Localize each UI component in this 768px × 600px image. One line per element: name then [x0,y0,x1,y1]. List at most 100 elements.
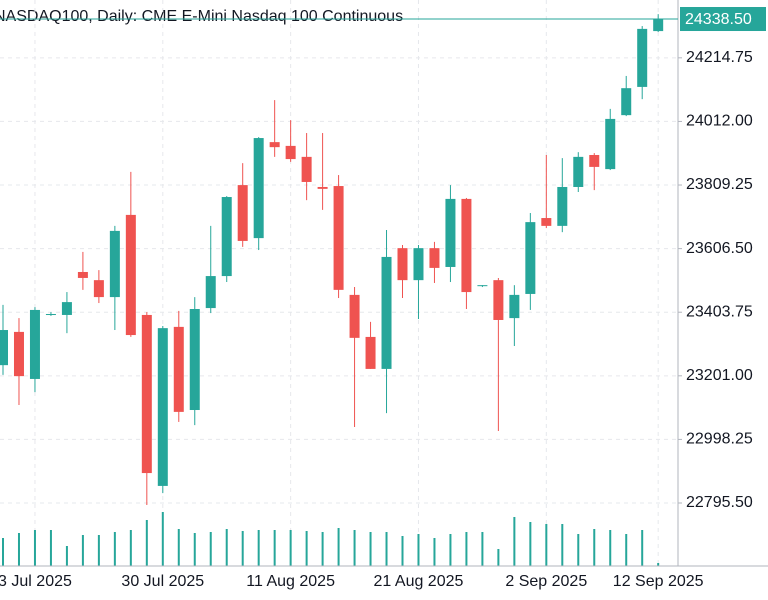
candle-body [13,331,24,377]
volume-bar [289,530,292,566]
volume-bar [257,530,260,566]
candle-body [493,280,504,320]
candle-body [0,330,8,366]
candle-body [221,197,232,277]
candle-body [653,19,664,32]
candle-body [509,294,520,319]
candle-body [157,328,168,486]
candle-body [205,276,216,309]
candle-body [477,285,488,287]
volume-bar [433,538,436,566]
volume-bar [177,529,180,566]
last-price-box [680,7,766,32]
candle-body [605,118,616,170]
candle-body [557,186,568,226]
candle-body [109,230,120,298]
candle-body [253,138,264,239]
candle-body [413,248,424,281]
candle-body [141,314,152,474]
y-tick-label: 24214.75 [686,49,753,66]
candle-body [397,248,408,281]
candle-body [269,142,280,148]
volume-bar [33,530,36,566]
y-tick-label: 22998.25 [686,431,753,448]
candle-body [365,336,376,369]
volume-bar [465,532,468,566]
volume-bar [113,532,116,566]
volume-bar [209,532,212,566]
volume-bar [81,535,84,566]
x-tick-label: 30 Jul 2025 [121,573,204,590]
volume-bar [353,530,356,566]
volume-bar [305,531,308,566]
volume-bar [337,528,340,566]
volume-bar [561,524,564,566]
y-tick-label: 23809.25 [686,176,753,193]
volume-bar [273,530,276,566]
volume-bar [161,512,164,566]
candle-body [301,156,312,182]
candle-body [61,302,72,315]
volume-bar [497,549,500,566]
candle-body [125,214,136,336]
volume-bar [577,534,580,566]
volume-bar [657,563,660,566]
candle-body [621,88,632,116]
x-tick-label: 21 Aug 2025 [374,573,464,590]
x-tick-label: 2 Sep 2025 [505,573,587,590]
chart-title: NASDAQ100, Daily: CME E-Mini Nasdaq 100 … [0,8,403,25]
candle-body [45,314,56,316]
candle-body [381,256,392,369]
volume-bar [65,546,68,566]
candle-body [445,198,456,267]
x-tick-label: 11 Aug 2025 [246,573,335,590]
y-tick-label: 23606.50 [686,240,753,257]
candle-body [573,156,584,187]
last-price-label: 24338.50 [685,11,752,28]
candle-body [93,280,104,298]
x-tick-label: 3 Jul 2025 [0,573,72,590]
candle-body [349,294,360,338]
volume-bar [401,536,404,566]
volume-bar [225,529,228,566]
candle-body [541,218,552,226]
volume-bar [97,535,100,566]
candle-body [189,309,200,411]
candle-body [29,309,40,379]
volume-bar [321,532,324,566]
volume-bar [145,520,148,566]
candle-body [173,326,184,412]
candle-body [77,271,88,278]
volume-bar [641,530,644,566]
volume-bar [481,532,484,566]
candle-body [461,198,472,293]
candle-body [589,154,600,167]
volume-bar [17,533,20,566]
volume-bar [593,529,596,566]
volume-bar [529,522,532,566]
volume-bar [609,530,612,566]
volume-bar [513,517,516,566]
x-tick-label: 12 Sep 2025 [613,573,704,590]
candle-body [637,28,648,87]
candle-body [285,145,296,160]
y-tick-label: 22795.50 [686,494,753,511]
y-tick-label: 23403.75 [686,303,753,320]
candle-body [317,186,328,189]
volume-bar [385,532,388,566]
volume-bar [417,534,420,566]
volume-bar [625,534,628,566]
y-tick-label: 23201.00 [686,367,753,384]
volume-bar [193,533,196,566]
candle-body [429,248,440,268]
candle-body [525,222,536,294]
volume-bar [2,538,4,566]
volume-bar [49,530,52,566]
candle-body [237,185,248,241]
volume-bar [369,532,372,566]
volume-bar [449,534,452,566]
volume-bar [545,524,548,566]
volume-bar [241,531,244,566]
